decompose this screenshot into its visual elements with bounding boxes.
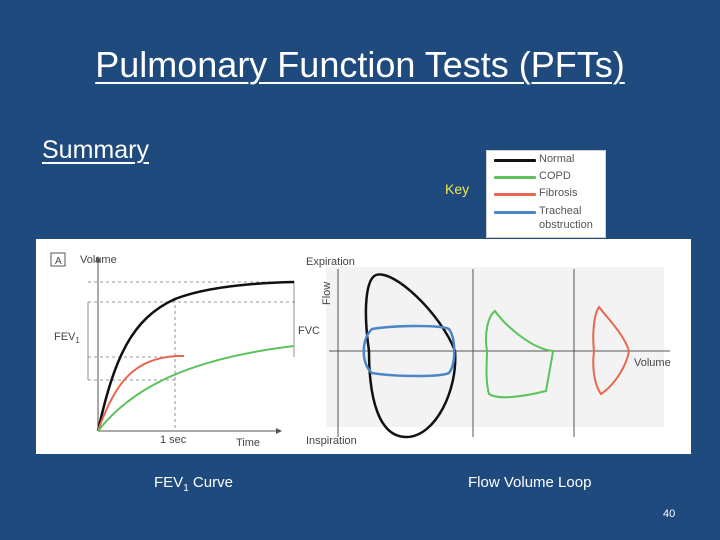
caption-fev: FEV <box>154 474 184 491</box>
fev1-curve-caption: FEV1 Curve <box>154 474 233 494</box>
legend-item-tracheal: Tracheal <box>487 205 607 219</box>
slide-title: Pulmonary Function Tests (PFTs) <box>95 44 625 85</box>
flow-volume-panel: Expiration Inspiration Flow Volume <box>306 256 671 447</box>
inspiration-label: Inspiration <box>306 435 357 447</box>
legend-box: Normal COPD Fibrosis Tracheal obstructio… <box>486 150 606 238</box>
summary-heading: Summary <box>42 136 149 164</box>
legend-item-tracheal-2: obstruction <box>487 219 607 233</box>
legend-item-normal: Normal <box>487 153 607 167</box>
legend-item-fibrosis: Fibrosis <box>487 187 607 201</box>
legend-swatch-fibrosis <box>494 193 536 196</box>
legend-swatch-copd <box>494 176 536 179</box>
fev1-panel: A Volume FEV1 FVC 1 sec Time <box>50 252 320 449</box>
caption-curve: Curve <box>188 474 233 491</box>
legend-item-copd: COPD <box>487 170 607 184</box>
caption-fev-sub: 1 <box>183 483 189 494</box>
fibrosis-loop <box>592 305 631 396</box>
volume-axis-label-b: Volume <box>634 357 671 369</box>
page-number: 40 <box>663 508 676 520</box>
panel-letter: A <box>55 256 62 267</box>
flow-axis-label: Flow <box>321 282 333 305</box>
fev1-label-main: FEV <box>54 331 76 343</box>
tracheal-obstruction-loop <box>362 324 456 378</box>
time-axis-label: Time <box>236 437 260 449</box>
legend-swatch-tracheal <box>494 211 536 214</box>
legend-label-tracheal: Tracheal <box>539 205 582 217</box>
legend-swatch-normal <box>494 159 536 162</box>
fev1-label-sub: 1 <box>75 336 80 345</box>
pft-figure: A Volume FEV1 FVC 1 sec Time Expiration <box>36 239 691 454</box>
expiration-label: Expiration <box>306 256 355 268</box>
pft-diagram: A Volume FEV1 FVC 1 sec Time Expiration <box>50 252 671 449</box>
key-label: Key <box>445 181 470 197</box>
fibrosis-fev1-curve <box>97 355 184 432</box>
flow-volume-caption: Flow Volume Loop <box>468 474 592 491</box>
copd-loop <box>485 309 555 399</box>
legend-label-obstruction: obstruction <box>539 219 593 231</box>
normal-fev1-curve <box>96 280 295 432</box>
one-sec-label: 1 sec <box>160 434 187 446</box>
legend-label-normal: Normal <box>539 153 575 165</box>
flow-volume-background <box>326 267 664 427</box>
panel-letter-box <box>50 252 66 267</box>
legend-label-fibrosis: Fibrosis <box>539 187 578 199</box>
fev1-label: FEV1 <box>54 331 80 345</box>
legend-label-copd: COPD <box>539 170 571 182</box>
fvc-label: FVC <box>298 325 320 337</box>
copd-fev1-curve <box>97 345 295 432</box>
